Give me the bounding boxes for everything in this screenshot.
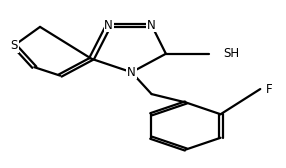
Text: N: N bbox=[127, 66, 136, 79]
Text: N: N bbox=[104, 19, 113, 32]
Text: S: S bbox=[11, 39, 18, 52]
Text: F: F bbox=[265, 82, 272, 96]
Text: N: N bbox=[147, 19, 156, 32]
Text: SH: SH bbox=[223, 47, 239, 60]
